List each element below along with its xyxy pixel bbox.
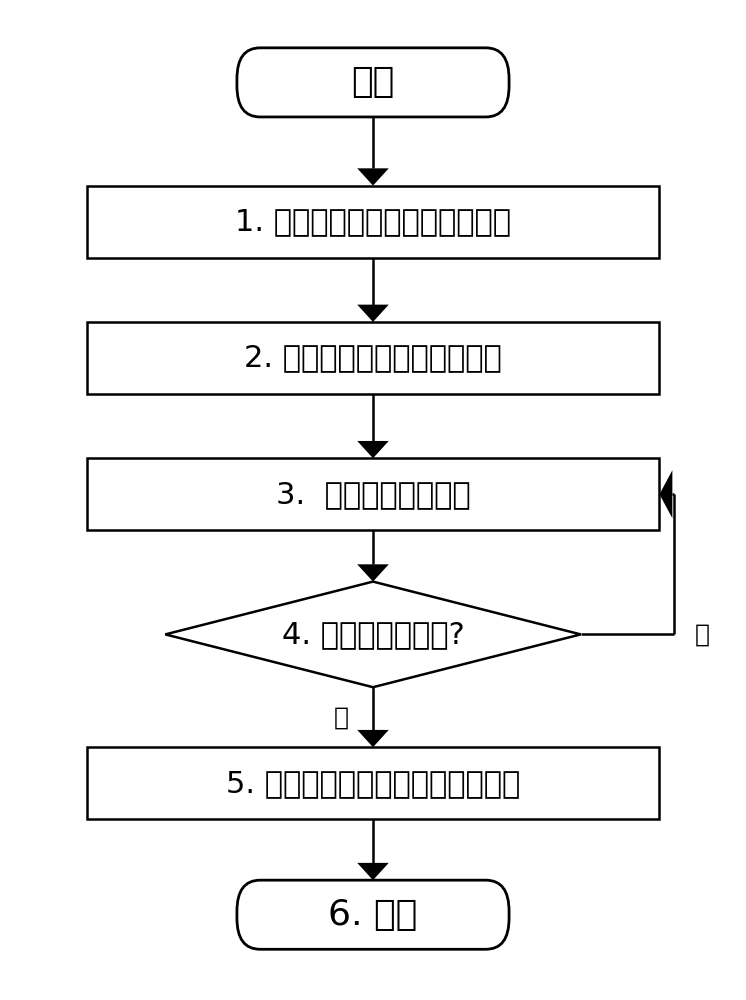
Polygon shape — [357, 564, 389, 582]
Polygon shape — [659, 470, 672, 518]
FancyBboxPatch shape — [237, 48, 509, 117]
Bar — [87, 186, 659, 258]
Text: 4. 接收到测试结果?: 4. 接收到测试结果? — [282, 620, 464, 649]
Text: 5. 接收测试结果，并显示测试结果: 5. 接收测试结果，并显示测试结果 — [226, 769, 520, 798]
Polygon shape — [357, 305, 389, 322]
Polygon shape — [357, 168, 389, 186]
Text: 否: 否 — [695, 622, 710, 646]
Bar — [87, 322, 659, 394]
Text: 2. 组装成数据帧发送至测试板: 2. 组装成数据帧发送至测试板 — [244, 343, 502, 372]
Text: 6. 结束: 6. 结束 — [328, 898, 418, 932]
Text: 1. 从键盘获取用户输入测试信息: 1. 从键盘获取用户输入测试信息 — [235, 207, 511, 236]
Polygon shape — [357, 863, 389, 880]
Text: 开始: 开始 — [351, 65, 395, 99]
Polygon shape — [357, 730, 389, 747]
Polygon shape — [166, 582, 580, 687]
Text: 是: 是 — [333, 705, 348, 729]
FancyBboxPatch shape — [237, 880, 509, 949]
Bar — [87, 458, 659, 530]
Polygon shape — [357, 441, 389, 458]
Bar — [87, 747, 659, 819]
Text: 3.  显示当前测试信息: 3. 显示当前测试信息 — [276, 480, 470, 509]
